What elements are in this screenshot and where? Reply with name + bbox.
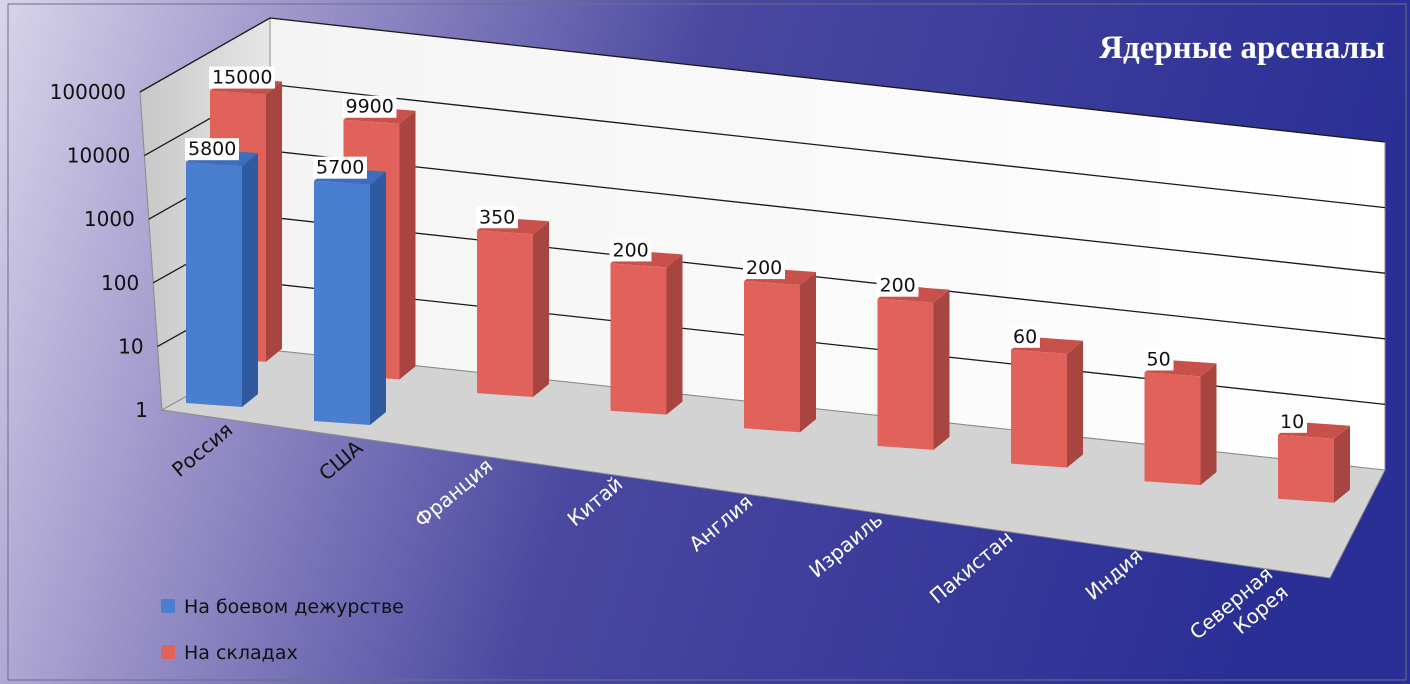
gridline	[139, 17, 1386, 143]
bar-stock-6: 60	[1010, 325, 1083, 468]
bar-stock-4-front	[744, 281, 800, 433]
bar-stock-2-data-label: 350	[479, 206, 515, 228]
legend: На боевом дежурстве На складах	[161, 596, 404, 664]
bar-stock-0-label-bg	[209, 66, 275, 89]
bar-stock-7-front	[1144, 372, 1201, 486]
bar-stock-3-front	[610, 263, 667, 415]
bar-stock-5-front	[877, 298, 934, 450]
legend-entry-combat: На боевом дежурстве	[161, 596, 404, 618]
legend-swatch-combat	[161, 599, 175, 613]
bar-combat-0-label-bg	[185, 138, 239, 161]
bar-stock-8-side	[1334, 425, 1350, 503]
bar-stock-8: 10	[1277, 410, 1350, 503]
bar-combat-1-front	[314, 180, 370, 425]
bar-combat-0-side	[242, 153, 258, 407]
bar-combat-1: 5700	[313, 156, 386, 425]
y-tick-label: 1000	[84, 207, 135, 231]
bar-stock-5-label-bg	[876, 274, 919, 297]
bar-stock-3: 200	[609, 239, 683, 415]
bar-combat-0-front	[186, 162, 242, 407]
y-tick-label: 10	[118, 334, 143, 358]
chart-border	[7, 3, 1407, 681]
y-tick-label: 1	[135, 398, 148, 422]
bar-stock-0-data-label: 15000	[212, 67, 272, 89]
bar-stock-4-side	[800, 272, 816, 433]
bar-stock-7-data-label: 50	[1147, 348, 1171, 370]
bar-combat-1-data-label: 5700	[316, 157, 364, 179]
y-axis: 1 10 100 1000 10000 100000	[50, 80, 148, 422]
bar-stock-3-data-label: 200	[613, 239, 649, 261]
bar-stock-4-label-bg	[743, 257, 785, 280]
bar-stock-5-side	[933, 289, 950, 450]
bar-combat-1-side	[370, 171, 386, 425]
legend-swatch-stock	[161, 645, 175, 659]
bar-stock-6-label-bg	[1010, 325, 1040, 348]
legend-label-combat: На боевом дежурстве	[184, 596, 404, 618]
bar-stock-5: 200	[876, 274, 950, 450]
bar-stock-0-side	[266, 81, 282, 362]
bar-stock-7-label-bg	[1143, 348, 1174, 371]
bar-stock-5-data-label: 200	[880, 275, 916, 297]
bar-stock-2-front	[477, 230, 533, 397]
bar-stock-1-data-label: 9900	[346, 96, 394, 118]
bar-combat-1-label-bg	[313, 156, 367, 179]
bar-stock-2: 350	[476, 206, 549, 397]
bar-stock-6-data-label: 60	[1013, 326, 1037, 348]
bar-stock-6-side	[1067, 340, 1083, 468]
bar-stock-1-side	[399, 110, 416, 380]
y-tick-label: 100000	[50, 80, 126, 104]
bar-stock-4: 200	[743, 257, 816, 433]
bar-stock-1-label-bg	[342, 95, 397, 118]
y-tick-label: 100	[101, 271, 139, 295]
bar-stock-8-front	[1278, 434, 1334, 503]
bar-stock-3-label-bg	[609, 239, 652, 262]
bar-stock-3-side	[666, 254, 683, 415]
y-tick-label: 10000	[67, 144, 131, 168]
bar-stock-2-side	[533, 221, 549, 397]
legend-entry-stock: На складах	[161, 642, 298, 664]
bar-stock-6-front	[1011, 349, 1067, 468]
chart-title: Ядерные арсеналы	[1099, 30, 1385, 66]
bar-stock-8-data-label: 10	[1280, 411, 1304, 433]
legend-label-stock: На складах	[184, 642, 298, 664]
bar-combat-0: 5800	[185, 138, 258, 407]
bar-stock-8-label-bg	[1277, 410, 1307, 433]
bar-stock-7: 50	[1143, 348, 1217, 486]
bar-stock-7-side	[1200, 363, 1217, 486]
bar-stock-2-label-bg	[476, 206, 518, 229]
bars-layer: 15000 9900 350 200 200 200 60 50 10 5800 5700	[185, 66, 1350, 503]
bar-combat-0-data-label: 5800	[188, 138, 236, 160]
bar-stock-4-data-label: 200	[746, 257, 782, 279]
